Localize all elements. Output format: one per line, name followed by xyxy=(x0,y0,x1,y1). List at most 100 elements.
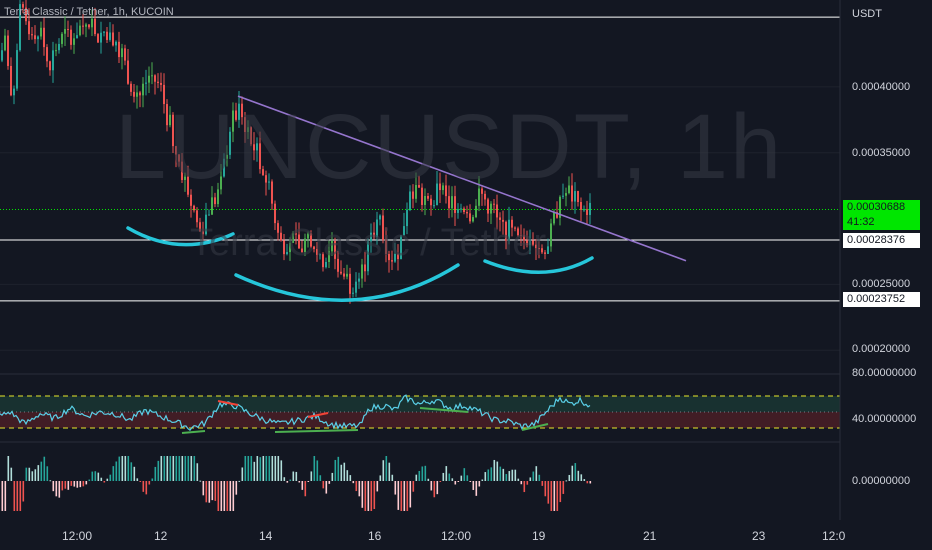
oscillator-upper-tick: 80.00000000 xyxy=(852,367,917,379)
candle-body xyxy=(418,185,420,188)
histogram-bar xyxy=(538,474,541,481)
histogram-bar xyxy=(289,479,292,481)
candle-body xyxy=(97,34,99,43)
candle-body xyxy=(103,31,105,33)
histogram-bar xyxy=(349,475,352,481)
candle-body xyxy=(505,221,507,241)
candle-body xyxy=(340,271,342,274)
candle-body xyxy=(562,195,564,197)
candle-body xyxy=(193,205,195,211)
right-shoulder-arc xyxy=(483,256,594,275)
candle-body xyxy=(130,83,132,92)
candle-body xyxy=(289,242,291,253)
histogram-bar xyxy=(505,474,508,481)
candle-body xyxy=(406,209,408,227)
candle-body xyxy=(280,232,282,241)
histogram-bar xyxy=(325,481,328,494)
candle-body xyxy=(484,193,486,200)
candle-body xyxy=(334,240,336,259)
candle-body xyxy=(256,143,258,151)
candle-body xyxy=(112,32,114,46)
histogram-bar xyxy=(103,481,106,483)
histogram-bar xyxy=(64,481,67,489)
histogram-bar xyxy=(391,474,394,481)
histogram-bar xyxy=(262,456,265,481)
histogram-bar xyxy=(124,456,127,481)
histogram-bar xyxy=(385,456,388,481)
histogram-bar xyxy=(223,481,226,511)
candle-body xyxy=(439,183,441,191)
candle-body xyxy=(136,92,138,97)
candle-body xyxy=(187,176,189,195)
horizontal-levels[interactable] xyxy=(0,16,840,302)
candle-body xyxy=(229,131,231,155)
candle-body xyxy=(64,29,66,34)
histogram-bar xyxy=(367,481,370,511)
candle-body xyxy=(520,235,522,237)
histogram-bar xyxy=(142,481,145,492)
histogram-bar xyxy=(319,475,322,481)
histogram-bar xyxy=(457,481,460,482)
time-tick: 12:00 xyxy=(62,529,93,543)
candle-body xyxy=(181,161,183,180)
candle-body xyxy=(316,249,318,255)
histogram-bar xyxy=(109,474,112,481)
candle-body xyxy=(19,4,21,51)
candle-body xyxy=(295,233,297,235)
candle-body xyxy=(475,205,477,218)
histogram-bar xyxy=(205,481,208,503)
level-price-badge[interactable]: 0.00028376 xyxy=(843,233,920,248)
price-tick: 0.00035000 xyxy=(852,147,911,159)
candle-body xyxy=(544,252,546,254)
price-tick: 0.00025000 xyxy=(852,278,911,290)
histogram-bar xyxy=(400,481,403,511)
countdown-badge: 41:32 xyxy=(843,215,920,230)
candle-body xyxy=(16,50,18,89)
candle-body xyxy=(265,175,267,183)
price-tick: 0.00040000 xyxy=(852,81,911,93)
candle-body xyxy=(175,146,177,155)
candle-body xyxy=(529,240,531,246)
histogram-bar xyxy=(211,481,214,501)
level-price-badge[interactable]: 0.00023752 xyxy=(843,292,920,307)
time-tick: 23 xyxy=(752,529,766,543)
histogram-bar xyxy=(346,470,349,481)
currency-label[interactable]: USDT xyxy=(852,8,882,20)
candle-body xyxy=(286,252,288,255)
candle-body xyxy=(310,233,312,247)
candle-body xyxy=(400,235,402,260)
histogram-bar xyxy=(448,473,451,481)
candle-body xyxy=(490,203,492,214)
candle-body xyxy=(553,212,555,224)
candle-body xyxy=(481,188,483,194)
candle-body xyxy=(391,260,393,262)
candle-body xyxy=(358,278,360,282)
histogram-bar xyxy=(562,481,565,494)
candle-body xyxy=(370,232,372,242)
histogram-bar xyxy=(358,481,361,497)
candle-body xyxy=(367,241,369,272)
current-price-badge[interactable]: 0.00030688 xyxy=(843,200,920,215)
histogram-bar xyxy=(502,468,505,481)
candle-body xyxy=(274,203,276,224)
histogram-bar xyxy=(67,481,70,490)
histogram-bar xyxy=(226,481,229,511)
candle-body xyxy=(364,264,366,272)
candle-body xyxy=(487,199,489,214)
histogram-bar xyxy=(214,481,217,501)
histogram-bar xyxy=(379,475,382,481)
candle-body xyxy=(61,33,63,44)
candle-body xyxy=(241,103,243,118)
histogram-bar xyxy=(256,456,259,481)
candle-body xyxy=(499,217,501,220)
histogram-bar xyxy=(436,481,439,495)
candle-body xyxy=(463,208,465,213)
candle-body xyxy=(550,223,552,247)
histogram-bar xyxy=(274,456,277,481)
histogram-bar xyxy=(163,456,166,481)
histogram-bar xyxy=(523,481,526,493)
pattern-drawings[interactable] xyxy=(126,95,687,302)
histogram-bar xyxy=(208,481,211,503)
histogram-bar xyxy=(475,481,478,496)
